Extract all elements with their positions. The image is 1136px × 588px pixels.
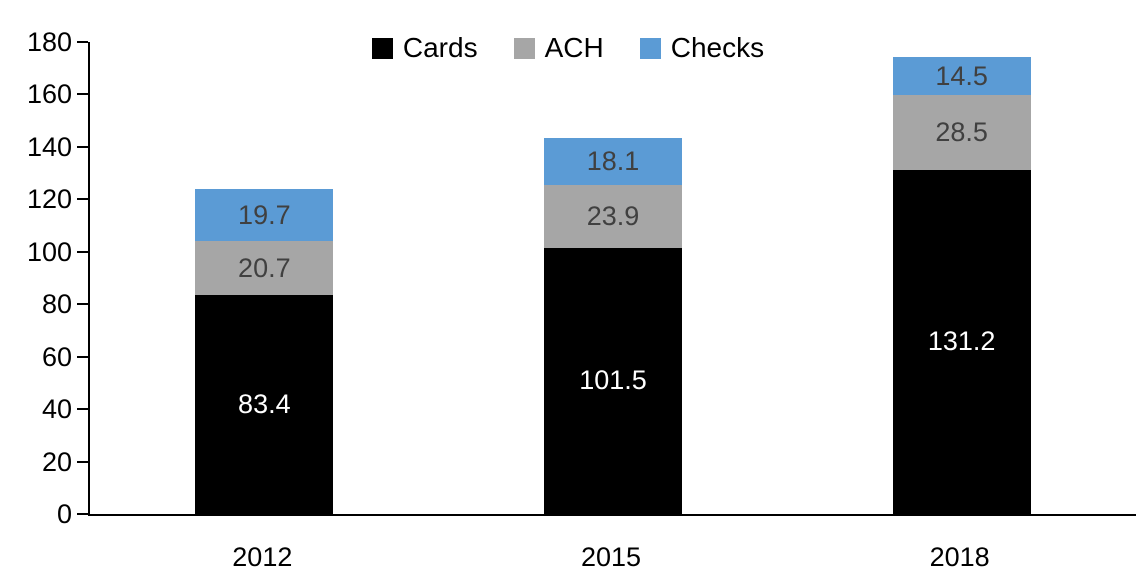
- bar-segment-ach-2012: 20.7: [195, 241, 334, 296]
- legend-item-ach: ACH: [513, 32, 604, 63]
- x-axis-tick-label: 2018: [929, 542, 990, 572]
- y-axis-tick: [77, 408, 88, 411]
- x-axis-tick-label: 2015: [580, 542, 642, 572]
- legend-label: ACH: [544, 32, 604, 63]
- bar-column-2018: 131.2 28.5 14.5: [892, 57, 1031, 514]
- legend-item-checks: Checks: [639, 32, 765, 63]
- bar-value-label: 131.2: [927, 326, 996, 357]
- y-axis-tick: [77, 41, 88, 43]
- y-axis-tick-label: 60: [41, 341, 72, 372]
- legend-item-cards: Cards: [371, 32, 478, 63]
- y-axis-tick-label: 180: [26, 27, 72, 57]
- y-axis-tick: [77, 513, 88, 515]
- y-axis-tick-label: 140: [26, 131, 72, 162]
- y-axis-tick-label: 160: [26, 79, 72, 110]
- bar-value-label: 20.7: [238, 252, 291, 283]
- legend-label: Cards: [402, 32, 478, 63]
- y-axis-tick: [77, 198, 88, 201]
- bar-value-label: 101.5: [579, 365, 647, 396]
- y-axis-tick-label: 120: [26, 184, 72, 215]
- bar-segment-cards-2015: 101.5: [544, 247, 682, 514]
- y-axis-tick: [77, 303, 88, 306]
- bar-value-label: 18.1: [586, 145, 640, 176]
- bar-segment-cards-2018: 131.2: [892, 169, 1031, 514]
- bar-segment-checks-2012: 19.7: [195, 189, 334, 242]
- bar-value-label: 28.5: [935, 117, 988, 148]
- y-axis-tick-label: 40: [41, 394, 72, 425]
- x-axis-tick-label: 2012: [232, 542, 293, 572]
- y-axis-tick: [77, 250, 88, 253]
- y-axis-tick: [77, 93, 88, 96]
- y-axis-tick: [77, 145, 88, 148]
- y-axis-tick: [77, 355, 88, 358]
- bar-segment-ach-2015: 23.9: [544, 185, 682, 248]
- bar-value-label: 14.5: [935, 60, 988, 91]
- bar-value-label: 83.4: [238, 389, 291, 420]
- y-axis-tick-label: 20: [41, 446, 72, 477]
- plot-area: 83.4 20.7 19.7 101.5 23.9 18.1 131.2 28.5 14.5: [77, 41, 1136, 516]
- legend-swatch-checks: [639, 37, 661, 59]
- bar-value-label: 23.9: [586, 201, 640, 232]
- bar-column-2015: 101.5 23.9 18.1: [544, 137, 682, 514]
- bar-segment-ach-2018: 28.5: [892, 95, 1031, 170]
- y-axis-tick: [77, 460, 88, 463]
- y-axis-tick-label: 0: [56, 499, 72, 529]
- bar-value-label: 19.7: [238, 199, 291, 230]
- y-axis-tick-label: 100: [26, 236, 72, 267]
- bar-column-2012: 83.4 20.7 19.7: [195, 189, 334, 514]
- chart-legend: Cards ACH Checks: [0, 34, 1136, 62]
- legend-swatch-cards: [371, 37, 393, 59]
- bar-segment-checks-2018: 14.5: [892, 57, 1031, 96]
- legend-label: Checks: [670, 32, 765, 63]
- legend-swatch-ach: [513, 37, 535, 59]
- bar-segment-cards-2012: 83.4: [195, 295, 334, 514]
- bar-segment-checks-2015: 18.1: [544, 137, 682, 186]
- y-axis-tick-label: 80: [41, 289, 72, 320]
